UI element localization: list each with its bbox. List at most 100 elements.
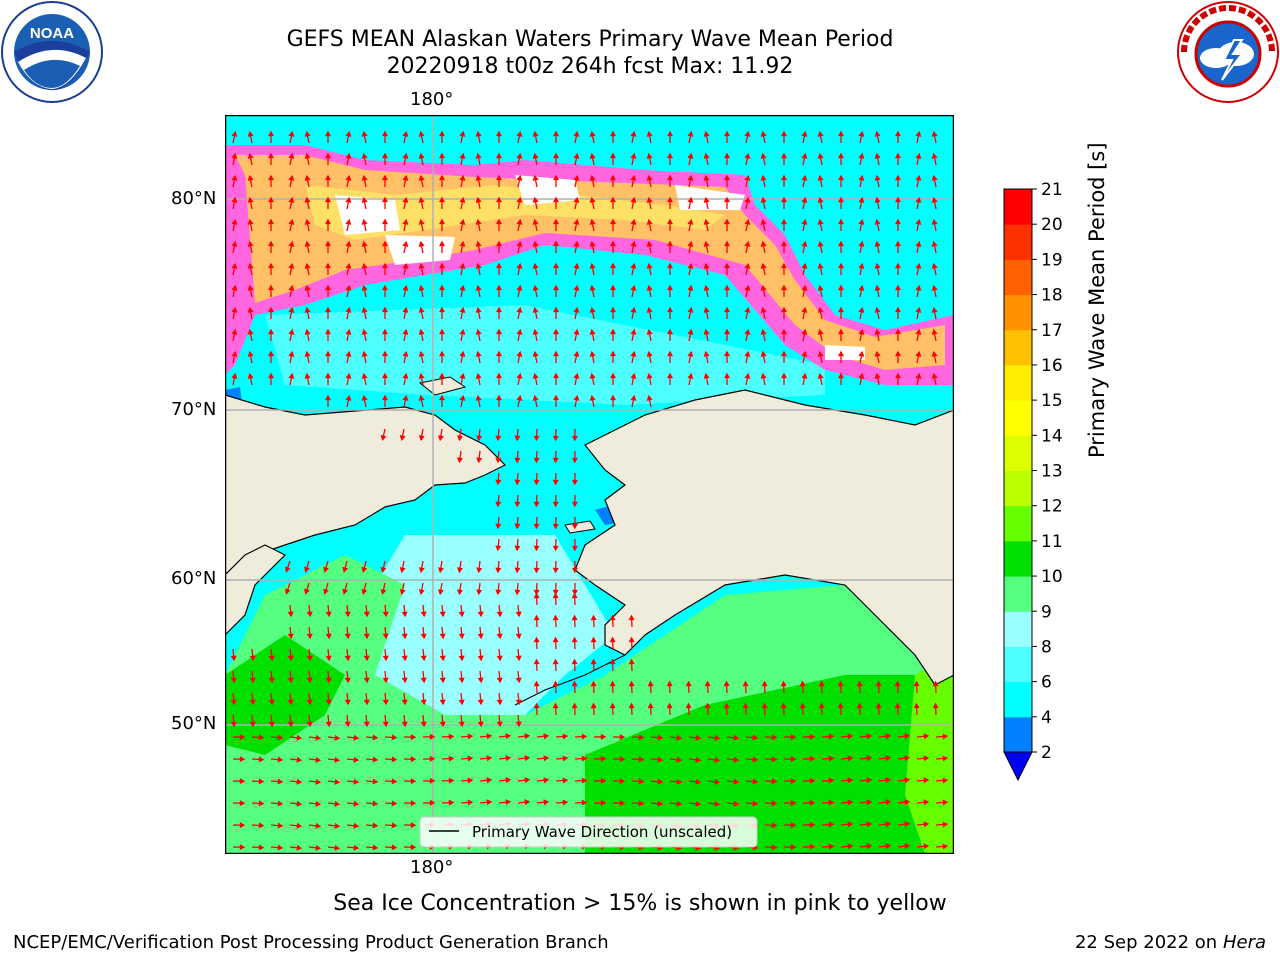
wave-arrow-head xyxy=(515,721,522,728)
wave-arrow-head xyxy=(288,306,295,313)
wave-arrow-head xyxy=(532,328,539,335)
wave-arrow-head xyxy=(838,130,844,137)
wave-arrow-head xyxy=(685,702,692,709)
wave-arrow-head xyxy=(858,372,865,379)
wave-arrow-head xyxy=(571,658,578,665)
wave-arrow-head xyxy=(306,699,313,706)
wave-arrow-head xyxy=(744,218,751,225)
wave-arrow-head xyxy=(288,328,295,335)
wave-arrow-head xyxy=(277,734,284,741)
wave-arrow-head xyxy=(630,262,637,269)
wave-arrow-head xyxy=(315,844,322,851)
wave-arrow-head xyxy=(838,240,844,247)
wave-arrow-head xyxy=(817,306,824,313)
wave-arrow-head xyxy=(646,306,653,313)
wave-arrow-head xyxy=(553,174,559,181)
wave-arrow-head xyxy=(817,350,824,357)
wave-arrow-head xyxy=(874,284,881,291)
wave-arrow-head xyxy=(553,262,559,269)
wave-arrow-head xyxy=(942,799,949,806)
wave-arrow-head xyxy=(695,778,702,785)
wave-arrow-head xyxy=(571,592,578,599)
map-title: GEFS MEAN Alaskan Waters Primary Wave Me… xyxy=(286,27,894,52)
wave-arrow-head xyxy=(476,567,483,574)
wave-arrow-head xyxy=(703,240,710,247)
wave-arrow-head xyxy=(258,778,265,785)
pacific-green-10-11 xyxy=(585,675,954,854)
wave-arrow-head xyxy=(609,702,616,709)
wave-arrow-head xyxy=(858,152,865,159)
wave-arrow-head xyxy=(402,218,409,225)
wave-arrow-head xyxy=(553,196,559,203)
wave-arrow-head xyxy=(552,545,559,552)
wave-period-map: Primary Wave Direction (unscaled) xyxy=(225,115,954,854)
lon-label-bottom: 180° xyxy=(410,857,454,878)
wave-arrow-head xyxy=(515,677,522,684)
legend-box: Primary Wave Direction (unscaled) xyxy=(419,816,758,848)
wave-arrow-head xyxy=(573,196,580,203)
wave-arrow-head xyxy=(325,633,332,640)
wave-arrow-head xyxy=(553,328,559,335)
wrangel-island xyxy=(418,376,467,396)
wave-arrow-head xyxy=(420,611,427,618)
wave-arrow-head xyxy=(239,822,246,829)
wave-arrow-head xyxy=(915,174,922,181)
wave-arrow-head xyxy=(760,196,767,203)
wave-arrow-head xyxy=(915,306,922,313)
wave-arrow-head xyxy=(288,174,295,181)
wave-arrow-head xyxy=(610,130,616,137)
colorbar-swatch xyxy=(1004,646,1032,683)
wave-arrow-head xyxy=(361,350,368,357)
wave-arrow-head xyxy=(231,130,238,137)
wave-arrow-head xyxy=(923,843,930,850)
wave-arrow-head xyxy=(429,799,436,806)
wave-arrow-head xyxy=(353,800,360,807)
colorbar-tick-label: 14 xyxy=(1041,426,1063,446)
wave-arrow-head xyxy=(801,372,808,379)
wave-arrow-head xyxy=(657,756,664,763)
wave-arrow-head xyxy=(304,350,311,357)
wave-arrow-head xyxy=(475,394,482,401)
wave-arrow-head xyxy=(344,677,351,684)
wave-arrow-head xyxy=(752,756,759,763)
wave-arrow-head xyxy=(402,152,409,159)
lat-label-70: 70°N xyxy=(171,399,217,420)
wave-arrow-head xyxy=(904,843,911,850)
wave-arrow-head xyxy=(344,721,351,728)
wave-arrow-head xyxy=(828,799,835,806)
wave-arrow-head xyxy=(589,350,596,357)
wave-arrow-head xyxy=(239,844,246,851)
wave-arrow-head xyxy=(418,218,425,225)
wave-arrow-head xyxy=(516,328,523,335)
wave-arrow-head xyxy=(790,756,797,763)
wave-arrow-head xyxy=(685,680,692,687)
wave-arrow-head xyxy=(304,372,311,379)
wave-arrow-head xyxy=(552,479,559,486)
wave-arrow-head xyxy=(496,699,503,706)
wave-arrow-head xyxy=(249,655,256,662)
wave-arrow-head xyxy=(858,328,865,335)
wave-arrow-head xyxy=(306,611,313,618)
wave-arrow-head xyxy=(904,733,911,740)
colorbar-tick-label: 13 xyxy=(1041,462,1063,482)
wave-arrow-head xyxy=(496,372,502,379)
wave-arrow-head xyxy=(904,799,911,806)
wave-arrow-head xyxy=(744,350,751,357)
lat-label-80: 80°N xyxy=(171,188,217,209)
wave-arrow-head xyxy=(590,680,597,687)
wave-arrow-head xyxy=(439,350,445,357)
wave-arrow-head xyxy=(942,777,949,784)
wave-arrow-head xyxy=(496,394,502,401)
wave-arrow-head xyxy=(495,523,502,530)
wave-arrow-head xyxy=(258,734,265,741)
wave-arrow-head xyxy=(361,306,368,313)
wave-arrow-head xyxy=(790,822,797,829)
wave-arrow-head xyxy=(573,152,580,159)
wave-arrow-head xyxy=(361,588,368,596)
wave-arrow-head xyxy=(874,350,881,357)
wave-arrow-head xyxy=(923,755,930,762)
wave-arrow-head xyxy=(475,152,482,159)
wave-arrow-head xyxy=(703,130,710,137)
wave-arrow-head xyxy=(495,479,502,486)
wave-arrow-head xyxy=(533,658,540,665)
